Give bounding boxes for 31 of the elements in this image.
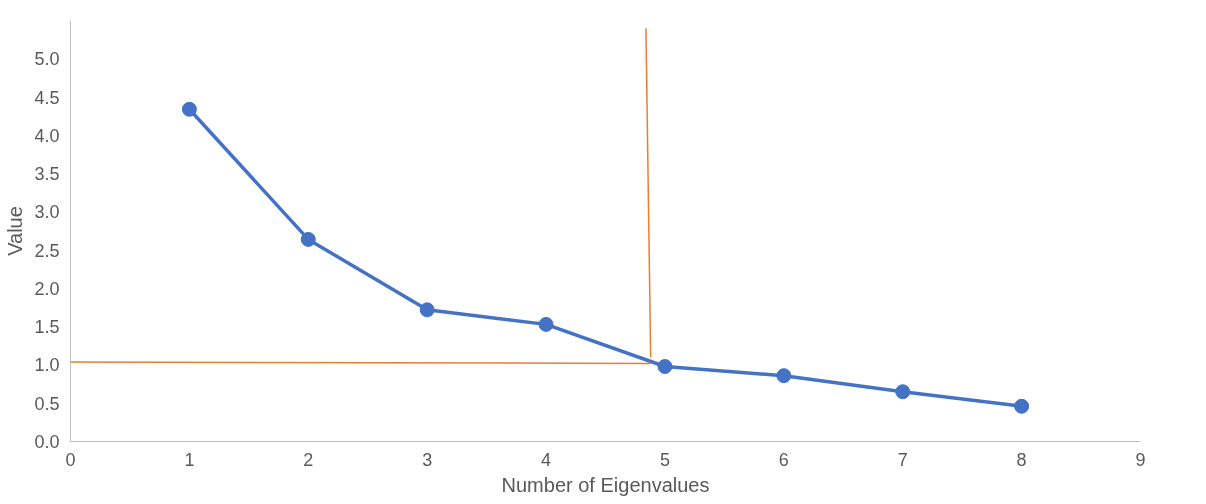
x-tick-label: 4 (541, 449, 552, 470)
x-tick-label: 6 (778, 449, 789, 470)
x-tick-label: 3 (422, 449, 433, 470)
x-tick-label: 5 (659, 449, 670, 470)
y-tick-label: 1.0 (34, 355, 60, 376)
x-tick-label: 2 (303, 449, 314, 470)
y-tick-label: 2.5 (34, 240, 60, 261)
y-tick-label: 0.5 (34, 393, 60, 414)
x-axis-title: Number of Eigenvalues (501, 473, 710, 496)
y-tick-label: 3.0 (34, 202, 60, 223)
point (657, 359, 673, 374)
y-tick-label: 4.5 (34, 87, 60, 108)
x-tick-label: 8 (1016, 449, 1027, 470)
y-tick-label: 5.0 (34, 49, 60, 70)
x-tick-label: 1 (184, 449, 195, 470)
y-tick-label: 3.5 (34, 164, 60, 185)
y-tick-label: 2.0 (34, 278, 60, 299)
point (538, 316, 554, 332)
point (419, 302, 435, 318)
y-tick-label: 1.5 (34, 317, 60, 338)
point (895, 384, 911, 400)
x-tick-label: 9 (1135, 449, 1146, 470)
y-axis-title: Value (4, 206, 27, 256)
x-tick-label: 0 (65, 449, 76, 470)
point (1014, 398, 1030, 414)
point (776, 368, 792, 384)
y-tick-label: 4.0 (34, 125, 60, 146)
point (181, 101, 197, 117)
y-tick-label: 0.0 (34, 432, 60, 452)
x-tick-label: 7 (897, 449, 908, 470)
point (300, 231, 316, 247)
